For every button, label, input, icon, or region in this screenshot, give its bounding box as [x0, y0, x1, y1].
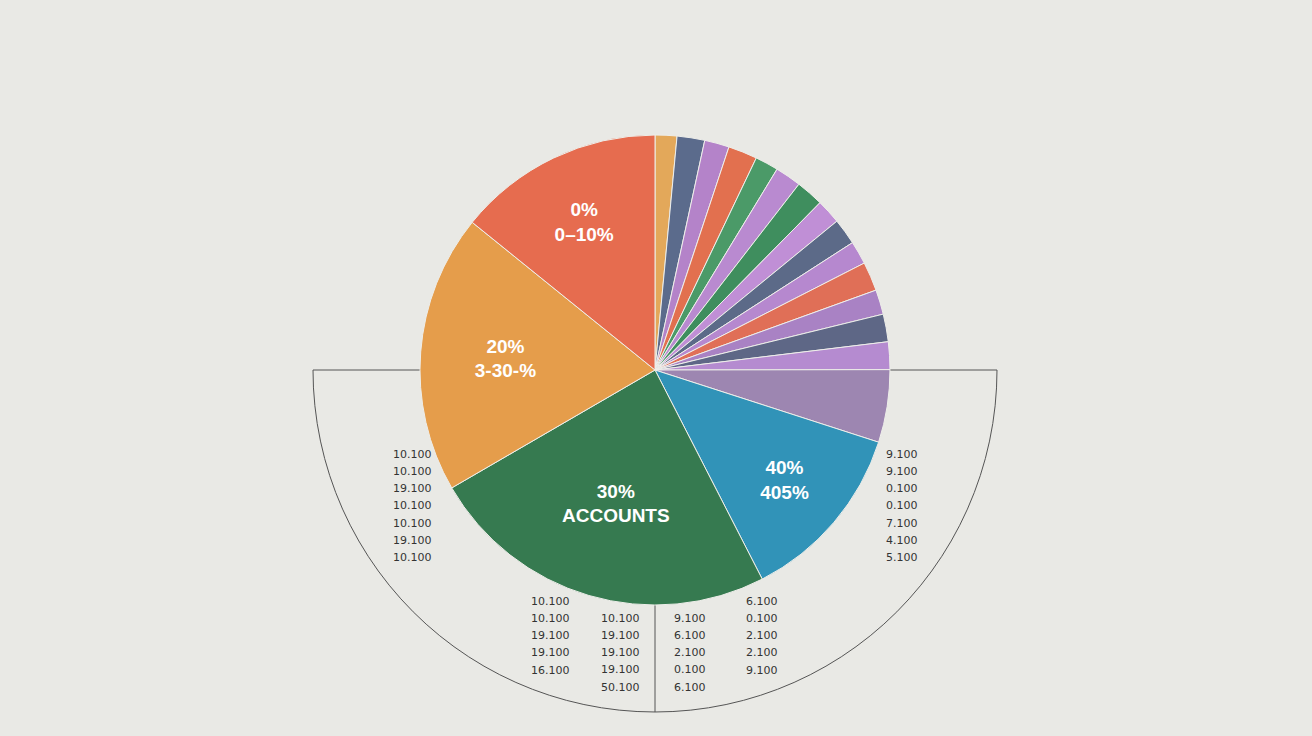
svg-text:10.100: 10.100 — [393, 465, 432, 478]
svg-text:2.100: 2.100 — [746, 629, 778, 642]
svg-text:19.100: 19.100 — [601, 663, 640, 676]
svg-text:19.100: 19.100 — [601, 646, 640, 659]
svg-text:10.100: 10.100 — [531, 612, 570, 625]
svg-text:20%3-30-%: 20%3-30-% — [475, 336, 536, 382]
svg-text:19.100: 19.100 — [601, 629, 640, 642]
svg-text:10.100: 10.100 — [393, 448, 432, 461]
svg-text:0.100: 0.100 — [886, 499, 918, 512]
svg-text:4.100: 4.100 — [886, 534, 918, 547]
svg-text:10.100: 10.100 — [393, 517, 432, 530]
svg-text:6.100: 6.100 — [674, 629, 706, 642]
svg-text:10.100: 10.100 — [393, 551, 432, 564]
svg-text:2.100: 2.100 — [746, 646, 778, 659]
svg-text:2.100: 2.100 — [674, 646, 706, 659]
svg-text:19.100: 19.100 — [393, 534, 432, 547]
svg-text:19.100: 19.100 — [531, 646, 570, 659]
svg-text:30%ACCOUNTS: 30%ACCOUNTS — [562, 481, 670, 527]
svg-text:0.100: 0.100 — [886, 482, 918, 495]
svg-text:10.100: 10.100 — [601, 612, 640, 625]
svg-text:9.100: 9.100 — [746, 664, 778, 677]
svg-text:0.100: 0.100 — [674, 663, 706, 676]
svg-text:19.100: 19.100 — [393, 482, 432, 495]
svg-text:6.100: 6.100 — [746, 595, 778, 608]
svg-text:10.100: 10.100 — [393, 499, 432, 512]
svg-text:6.100: 6.100 — [674, 681, 706, 694]
svg-text:50.100: 50.100 — [601, 681, 640, 694]
svg-text:0.100: 0.100 — [746, 612, 778, 625]
svg-text:7.100: 7.100 — [886, 517, 918, 530]
svg-text:9.100: 9.100 — [886, 465, 918, 478]
svg-text:40%405%: 40%405% — [760, 457, 809, 503]
svg-text:9.100: 9.100 — [886, 448, 918, 461]
svg-text:19.100: 19.100 — [531, 629, 570, 642]
svg-text:16.100: 16.100 — [531, 664, 570, 677]
svg-text:5.100: 5.100 — [886, 551, 918, 564]
svg-text:9.100: 9.100 — [674, 612, 706, 625]
svg-text:0%0–10%: 0%0–10% — [555, 199, 614, 245]
svg-text:10.100: 10.100 — [531, 595, 570, 608]
